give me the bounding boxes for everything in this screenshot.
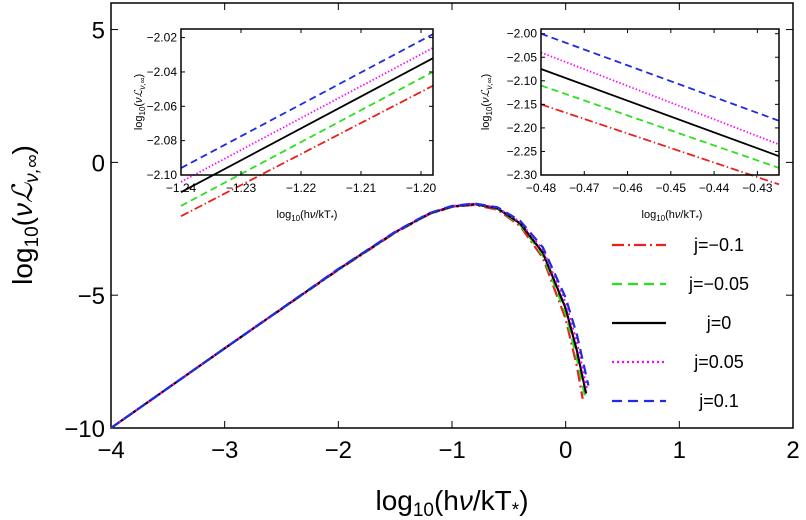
inset2-y-tick-label-6: −2.00 xyxy=(507,27,538,41)
main-x-axis-label: log10(hν/kT*) xyxy=(375,485,528,520)
inset1-x-tick-label-4: −1.20 xyxy=(406,181,437,195)
inset2-x-tick-label-3: −0.45 xyxy=(656,181,687,195)
inset2-y-tick-label-0: −2.30 xyxy=(507,168,538,182)
main-y-tick-label-1: −5 xyxy=(78,283,105,310)
inset2-series-line-4 xyxy=(540,32,780,122)
inset1-x-tick-label-2: −1.22 xyxy=(286,181,317,195)
inset2-series-line-2 xyxy=(540,68,780,158)
inset2-frame xyxy=(540,28,780,176)
legend: j=−0.1 j=−0.05 j=0 j=0.05 j=0.1 xyxy=(612,235,749,411)
inset2-x-tick-label-0: −0.48 xyxy=(526,181,557,195)
inset1-series-line-2 xyxy=(180,57,434,193)
legend-label-1: j=−0.05 xyxy=(688,274,749,294)
inset2-x-axis-label: log10(hν/kT*) xyxy=(642,209,703,223)
inset1-x-tick-label-3: −1.21 xyxy=(346,181,377,195)
main-x-tick-label-1: −3 xyxy=(211,437,238,464)
main-ticks: −4 −3 −2 −1 0 1 2−10−505 xyxy=(64,3,800,464)
inset2-y-axis-label: log10(νℒν,∞) xyxy=(480,74,494,130)
main-y-tick-label-2: 0 xyxy=(92,150,105,177)
inset1-frame xyxy=(180,28,434,176)
inset2-y-tick-label-4: −2.10 xyxy=(507,74,538,88)
main-series-line-4 xyxy=(110,202,590,429)
inset1-series xyxy=(180,33,434,217)
inset2-x-tick-label-5: −0.43 xyxy=(742,181,773,195)
inset2-series xyxy=(540,32,780,186)
inset2-background xyxy=(541,29,779,175)
inset1-y-axis-label: log10(νℒν,∞) xyxy=(133,74,147,130)
main-series-line-0 xyxy=(110,203,584,429)
main-x-tick-label-5: 1 xyxy=(673,437,686,464)
main-y-tick-label-0: −10 xyxy=(64,416,105,443)
legend-label-4: j=0.1 xyxy=(698,391,739,411)
inset1-background xyxy=(181,29,433,175)
main-series-line-3 xyxy=(110,202,589,429)
inset2-x-tick-label-1: −0.47 xyxy=(569,181,600,195)
inset1-x-tick-label-0: −1.24 xyxy=(166,181,197,195)
inset2-y-tick-label-1: −2.25 xyxy=(507,144,538,158)
inset1-series-line-1 xyxy=(180,71,434,207)
inset2-series-line-0 xyxy=(540,103,780,186)
main-series-line-1 xyxy=(110,203,587,429)
main-y-axis-label: log10(νℒν,∞) xyxy=(7,145,43,285)
main-x-tick-label-2: −2 xyxy=(325,437,352,464)
legend-label-3: j=0.05 xyxy=(693,352,744,372)
inset1-y-tick-label-1: −2.08 xyxy=(147,134,178,148)
legend-label-2: j=0 xyxy=(706,313,732,333)
inset2-y-tick-label-3: −2.15 xyxy=(507,97,538,111)
main-x-tick-label-4: 0 xyxy=(559,437,572,464)
inset2-x-tick-label-2: −0.46 xyxy=(612,181,643,195)
main-x-tick-label-3: −1 xyxy=(438,437,465,464)
inset2-series-line-1 xyxy=(540,84,780,169)
main-x-tick-label-6: 2 xyxy=(786,437,799,464)
inset1-y-tick-label-4: −2.02 xyxy=(147,31,178,45)
inset2-y-tick-label-5: −2.05 xyxy=(507,50,538,64)
inset2-series-line-3 xyxy=(540,51,780,146)
main-y-tick-label-3: 5 xyxy=(92,18,105,45)
inset2-x-tick-label-4: −0.44 xyxy=(699,181,730,195)
main-series xyxy=(110,202,590,429)
legend-label-0: j=−0.1 xyxy=(693,235,744,255)
inset2-ticks: −0.48 −0.47 −0.46 −0.45 −0.44 −0.43 −2.30 −2.25… xyxy=(507,27,779,195)
main-series-line-2 xyxy=(110,202,588,429)
inset1-ticks: −1.24 −1.23 −1.22 −1.21 −1.20 −2.10 −2.08 −2.06… xyxy=(147,29,437,195)
main-x-tick-label-0: −4 xyxy=(97,437,124,464)
inset1-y-tick-label-0: −2.10 xyxy=(147,168,178,182)
inset1-series-line-4 xyxy=(180,33,434,169)
inset1-y-tick-label-3: −2.04 xyxy=(147,65,178,79)
inset1-series-line-0 xyxy=(180,84,434,217)
inset2-y-tick-label-2: −2.20 xyxy=(507,121,538,135)
inset1-x-tick-label-1: −1.23 xyxy=(226,181,257,195)
inset1-y-tick-label-2: −2.06 xyxy=(147,99,178,113)
inset1-x-axis-label: log10(hν/kT*) xyxy=(277,209,338,223)
